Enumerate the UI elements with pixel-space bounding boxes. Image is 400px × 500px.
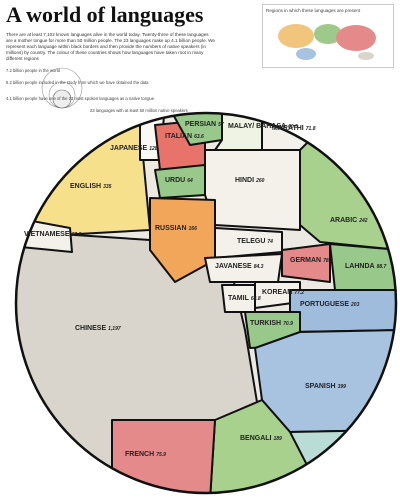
language-name: MARATHI [272,125,304,132]
language-label: MALAY/ BAHASA 60.5 [228,123,298,130]
speakers: 68.8 [251,296,261,302]
labels: PERSIAN 57 MALAY/ BAHASA 60.5 JAPANESE 128 ITA… [24,121,387,458]
language-name: TELEGU [237,238,265,245]
legend-top: 4.1 billion people have one of the 23 mo… [6,96,155,101]
language-label: SPANISH 399 [305,383,346,390]
regions [16,113,396,493]
world-map [278,24,376,60]
language-label: TURKISH 70.9 [250,320,293,327]
speakers: 88.7 [377,264,387,270]
language-label: BENGALI 189 [240,435,282,442]
language-label: PORTUGUESE 203 [300,301,360,308]
language-label: RUSSIAN 166 [155,225,197,232]
language-name: FRENCH [125,451,154,458]
language-label: VIETNAMESE 67.8 [24,231,81,238]
speakers: 67.8 [72,232,82,238]
language-name: CHINESE [75,325,106,332]
speakers: 203 [350,302,360,308]
speakers: 78.3 [323,258,333,264]
speakers: 1,197 [108,326,121,332]
language-name: ENGLISH [70,183,101,190]
language-label: KOREAN 77.2 [262,289,304,296]
language-label: TAMIL 68.8 [228,295,261,302]
speakers: 128 [149,146,158,152]
language-name: PORTUGUESE [300,301,349,308]
legend-study: 6.2 billion people included in the study… [6,80,149,85]
speakers: 77.2 [294,290,304,296]
intro: There are at least 7,102 known languages… [6,32,215,61]
speakers: 260 [255,178,265,184]
language-name: JAPANESE [110,145,148,152]
regions-legend: Regions in which these languages are pre… [262,4,394,68]
language-label: JAPANESE 128 [110,145,158,152]
language-label: LAHNDA 88.7 [345,263,387,270]
speakers: 335 [103,184,112,190]
speakers: 64 [187,178,193,184]
language-name: RUSSIAN [155,225,187,232]
language-label: FRENCH 75.9 [125,451,166,458]
speakers: 57 [218,122,224,128]
language-name: BENGALI [240,435,272,442]
language-name: TAMIL [228,295,250,302]
speakers: 84.3 [254,264,264,270]
language-name: ITALIAN [165,133,192,140]
speakers: 399 [338,384,347,390]
speakers: 63.6 [194,134,204,140]
legend-circles: 7.2 billion people in the world 6.2 bill… [6,67,188,113]
language-label: ITALIAN 63.6 [165,133,204,140]
language-name: LAHNDA [345,263,375,270]
language-name: SPANISH [305,383,336,390]
language-label: HINDI 260 [235,177,265,184]
language-name: PERSIAN [185,121,216,128]
speakers: 242 [358,218,368,224]
speakers: 70.9 [283,321,293,327]
language-name: HINDI [235,177,254,184]
language-name: ARABIC [330,217,357,224]
language-name: TURKISH [250,320,281,327]
language-label: ENGLISH 335 [70,183,112,190]
language-label: JAVANESE 84.3 [215,263,264,270]
language-label: MARATHI 71.8 [272,125,316,132]
language-name: VIETNAMESE [24,231,70,238]
language-name: MALAY/ BAHASA [228,123,286,130]
language-label: PERSIAN 57 [185,121,224,128]
language-label: TELEGU 74 [237,238,273,245]
outer-circle [14,111,398,495]
speakers: 189 [274,436,283,442]
legend-world: 7.2 billion people in the world [6,68,61,73]
speakers: 75.9 [156,452,166,458]
language-name: KOREAN [262,289,292,296]
regions-title: Regions in which these languages are pre… [266,8,361,13]
language-name: URDU [165,177,185,184]
language-name: JAVANESE [215,263,252,270]
speakers: 71.8 [306,126,316,132]
speakers: 74 [267,239,273,245]
language-label: GERMAN 78.3 [290,257,333,264]
legend-circle: 23 languages with at least 50 million na… [90,108,188,113]
language-name: GERMAN [290,257,321,264]
language-label: URDU 64 [165,177,193,184]
speakers: 60.5 [288,124,298,130]
language-label: ARABIC 242 [330,217,368,224]
speakers: 166 [189,226,198,232]
language-label: CHINESE 1,197 [75,325,121,332]
title: A world of languages [6,2,204,27]
